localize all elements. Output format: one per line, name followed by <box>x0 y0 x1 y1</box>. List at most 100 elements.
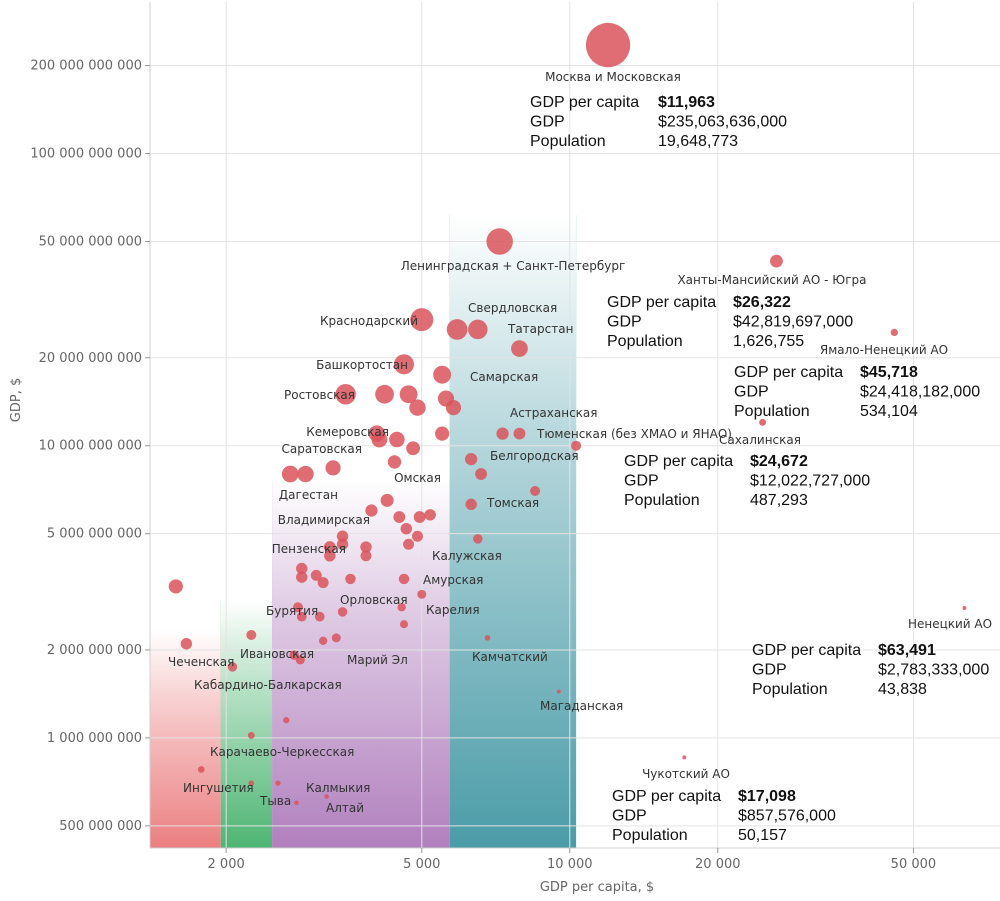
y-tick-label: 1 000 000 000 <box>47 731 142 746</box>
data-point <box>890 328 898 337</box>
point-label: Сахалинская <box>719 433 801 447</box>
point-label: Пензенская <box>272 542 346 556</box>
info-value: $45,718 <box>860 364 918 381</box>
point-label: Чукотский АО <box>642 767 730 781</box>
point-label: Чеченская <box>168 655 234 669</box>
data-point <box>468 319 488 340</box>
info-key: GDP <box>530 114 565 131</box>
point-label: Бурятия <box>266 604 318 618</box>
data-point <box>511 340 528 357</box>
data-point <box>314 611 325 622</box>
data-point <box>324 550 336 562</box>
data-point <box>345 573 356 585</box>
data-point <box>682 755 687 760</box>
point-label: Москва и Московская <box>545 70 681 84</box>
data-point <box>484 635 491 641</box>
x-axis-title: GDP per capita, $ <box>540 880 654 895</box>
info-value: 43,838 <box>878 681 927 698</box>
info-key: GDP <box>607 314 642 331</box>
data-point <box>246 630 257 641</box>
data-point <box>389 431 405 448</box>
data-point <box>197 766 205 773</box>
x-tick-label: 5 000 <box>403 857 440 872</box>
point-label: Карелия <box>426 603 480 617</box>
data-points <box>168 22 967 806</box>
data-point <box>417 589 427 599</box>
info-key: GDP <box>612 808 647 825</box>
data-point <box>371 431 388 448</box>
band-fade <box>449 215 577 848</box>
info-key: GDP <box>734 384 769 401</box>
data-point <box>433 365 452 384</box>
point-label: Магаданская <box>540 699 623 713</box>
data-point <box>399 385 418 404</box>
data-point <box>275 780 281 786</box>
band-1 <box>220 600 273 848</box>
point-label: Белгородская <box>490 449 579 463</box>
data-point <box>380 493 394 507</box>
y-tick-label: 100 000 000 000 <box>30 147 142 162</box>
data-point <box>310 569 322 581</box>
point-label: Ингушетия <box>183 781 254 795</box>
info-boxes: GDP per capita $11,963 GDP $235,063,636,000… <box>530 94 989 844</box>
data-point <box>398 573 410 585</box>
point-label: Орловская <box>340 593 408 607</box>
data-point <box>365 504 378 517</box>
data-point <box>180 638 193 650</box>
info-key: GDP per capita <box>734 364 843 381</box>
info-value: $2,783,333,000 <box>878 662 989 679</box>
point-label: Башкортостан <box>316 358 408 372</box>
data-point <box>486 228 513 255</box>
point-label: Дагестан <box>279 488 338 502</box>
x-tick-label: 50 000 <box>891 857 937 872</box>
data-point <box>465 452 478 466</box>
data-point <box>318 636 328 645</box>
band-0 <box>150 630 221 848</box>
data-point <box>296 562 308 575</box>
y-tick-label: 5 000 000 000 <box>47 527 142 542</box>
info-key: GDP per capita <box>607 294 716 311</box>
info-key: Population <box>752 681 828 698</box>
info-key: GDP per capita <box>624 453 733 470</box>
point-label: Кабардино-Балкарская <box>194 678 342 692</box>
info-value: 1,626,755 <box>733 333 804 350</box>
info-value: $26,322 <box>733 294 791 311</box>
data-point <box>496 427 509 440</box>
data-point <box>335 384 356 405</box>
data-point <box>475 468 487 480</box>
y-tick-label: 500 000 000 <box>59 819 142 834</box>
info-value: 487,293 <box>750 492 808 509</box>
data-point <box>759 418 767 426</box>
point-label: Владимирская <box>278 513 370 527</box>
info-box: GDP per capita $26,322 GDP $42,819,697,000 P… <box>607 294 853 350</box>
data-point <box>292 602 303 613</box>
data-point <box>227 662 238 672</box>
info-key: GDP per capita <box>752 642 861 659</box>
y-tick-label: 50 000 000 000 <box>39 234 142 249</box>
point-label: Астраханская <box>510 406 598 420</box>
info-box: GDP per capita $17,098 GDP $857,576,000 Popu… <box>612 788 836 844</box>
data-point <box>571 440 582 451</box>
info-box: GDP per capita $24,672 GDP $12,022,727,000 P… <box>624 453 870 509</box>
y-tick-label: 10 000 000 000 <box>39 439 142 454</box>
data-point <box>400 522 413 535</box>
point-label: Тыва <box>259 794 291 808</box>
info-value: $63,491 <box>878 642 936 659</box>
data-point <box>465 498 477 511</box>
point-label: Омская <box>394 471 441 485</box>
point-label: Карачаево-Черкесская <box>210 745 354 759</box>
data-point <box>360 550 372 562</box>
point-label: Ростовская <box>284 388 355 402</box>
y-tick-label: 2 000 000 000 <box>47 643 142 658</box>
point-label: Амурская <box>423 573 483 587</box>
data-point <box>424 509 436 521</box>
point-label: Самарская <box>470 370 538 384</box>
info-value: 19,648,773 <box>658 133 738 150</box>
data-point <box>168 579 183 594</box>
data-point <box>325 460 341 476</box>
data-point <box>317 577 329 589</box>
data-point <box>513 427 526 440</box>
info-box: GDP per capita $63,491 GDP $2,783,333,000 Po… <box>752 642 989 698</box>
data-point <box>446 319 468 340</box>
info-key: GDP <box>752 662 787 679</box>
